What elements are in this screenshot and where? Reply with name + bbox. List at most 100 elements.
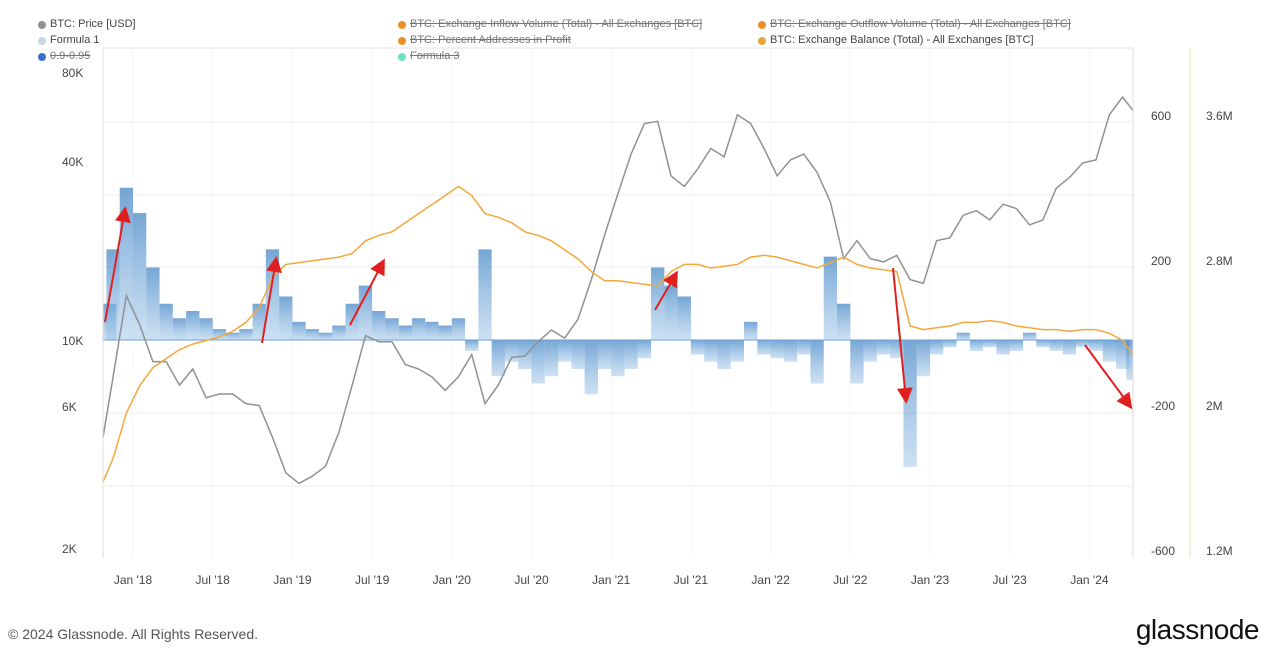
balance-tick-label: 2M (1206, 399, 1223, 413)
legend-label: 0.9-0.95 (50, 50, 91, 62)
legend-item[interactable]: 0.9-0.95 (38, 50, 90, 63)
formula1-bar (478, 249, 492, 340)
formula1-bar (305, 329, 319, 340)
formula1-bar (292, 321, 306, 340)
x-tick-label: Jan '19 (273, 573, 312, 587)
formula1-bar (465, 340, 479, 351)
formula1-bar (690, 340, 705, 355)
balance-tick-label: 1.2M (1206, 544, 1233, 558)
legend-item[interactable]: BTC: Exchange Balance (Total) - All Exch… (758, 34, 1034, 47)
formula1-bar (1022, 332, 1037, 340)
formula1-bar (823, 256, 838, 340)
formula1-bar (1009, 340, 1023, 351)
formula1-bar (385, 318, 399, 340)
x-tick-label: Jan '23 (910, 573, 950, 587)
legend-label: Formula 1 (50, 34, 100, 46)
formula1-bar (451, 318, 466, 340)
legend-item[interactable]: Formula 3 (398, 50, 460, 63)
legend-label: BTC: Percent Addresses in Profit (410, 34, 571, 46)
formula1-bar (425, 321, 439, 340)
x-tick-label: Jul '23 (992, 573, 1027, 587)
formula1-bar (1049, 340, 1063, 351)
formula1-bar (531, 340, 545, 384)
x-tick-label: Jul '22 (833, 573, 868, 587)
legend-dot-icon (38, 36, 46, 45)
formula1-bar (757, 340, 771, 355)
legend-item[interactable]: BTC: Price [USD] (38, 18, 136, 31)
legend-label: BTC: Exchange Balance (Total) - All Exch… (770, 34, 1034, 46)
formula-tick-label: -200 (1151, 398, 1176, 413)
formula1-bar (358, 285, 373, 340)
legend-label: BTC: Price [USD] (50, 18, 136, 30)
formula1-bar (544, 340, 559, 377)
annotation-arrow (1084, 344, 1133, 410)
x-tick-label: Jul '19 (354, 573, 390, 587)
formula1-bar (212, 329, 226, 340)
annotation-arrow (892, 267, 913, 404)
x-tick-label: Jan '24 (1070, 573, 1109, 587)
price-tick-label: 6K (62, 399, 77, 414)
legend-dot-icon (758, 20, 766, 29)
formula1-bar (584, 340, 598, 395)
formula1-bar (1036, 340, 1050, 348)
annotation-arrow (104, 206, 131, 323)
formula1-bar (624, 340, 638, 369)
formula1-bar (943, 340, 957, 348)
legend-label: BTC: Exchange Inflow Volume (Total) - Al… (410, 18, 703, 30)
formula1-bar (558, 340, 572, 362)
formula-tick-label: 200 (1151, 253, 1172, 268)
legend-item[interactable]: BTC: Exchange Inflow Volume (Total) - Al… (398, 18, 702, 31)
formula1-bar (1115, 340, 1130, 369)
price-tick-label: 80K (62, 65, 84, 80)
formula1-bar (518, 340, 532, 369)
legend-dot-icon (38, 52, 46, 61)
legend-label: Formula 3 (410, 50, 460, 62)
legend-dot-icon (398, 52, 406, 61)
formula1-bar (186, 311, 200, 340)
formula1-bar (199, 318, 213, 340)
legend-item[interactable]: BTC: Exchange Outflow Volume (Total) - A… (758, 18, 1071, 31)
formula1-bar (279, 296, 293, 340)
annotation-arrow (261, 256, 282, 344)
formula1-bar (783, 340, 798, 362)
formula1-bar (837, 303, 851, 340)
legend-dot-icon (398, 36, 406, 45)
formula1-bar (611, 340, 625, 377)
formula1-bar (1089, 340, 1103, 351)
legend-item[interactable]: Formula 1 (38, 34, 100, 47)
legend-dot-icon (38, 20, 46, 29)
formula1-bar (491, 340, 505, 377)
formula1-bar (677, 296, 691, 340)
legend-item[interactable]: BTC: Percent Addresses in Profit (398, 34, 571, 47)
formula1-bar (903, 340, 917, 467)
formula1-bar (1062, 340, 1077, 355)
copyright: © 2024 Glassnode. All Rights Reserved. (8, 626, 259, 642)
formula1-bar (744, 321, 758, 340)
formula1-bar (318, 332, 333, 340)
formula1-bar (265, 249, 280, 340)
formula1-bar (106, 249, 120, 340)
formula1-bar (119, 187, 133, 340)
price-tick-label: 10K (62, 334, 84, 348)
formula1-bar (1076, 340, 1090, 348)
price-tick-label: 2K (62, 541, 77, 556)
formula1-bar (133, 213, 147, 340)
annotation-arrow (654, 270, 679, 311)
price-line (102, 95, 1134, 485)
formula1-bar (704, 340, 718, 362)
formula1-bar (637, 340, 652, 359)
formula1-bar (810, 340, 824, 384)
x-tick-label: Jul '18 (195, 573, 230, 587)
formula1-bar (876, 340, 891, 355)
legend-dot-icon (758, 36, 766, 45)
formula1-bar (597, 340, 612, 369)
grid (103, 48, 1133, 558)
formula1-bar (969, 340, 984, 351)
formula1-bar (916, 340, 930, 377)
formula1-bar (146, 267, 160, 340)
formula1-bar (159, 303, 173, 340)
formula-tick-label: 600 (1151, 108, 1172, 123)
formula1-bars (103, 187, 1133, 467)
formula1-bar (664, 285, 678, 340)
